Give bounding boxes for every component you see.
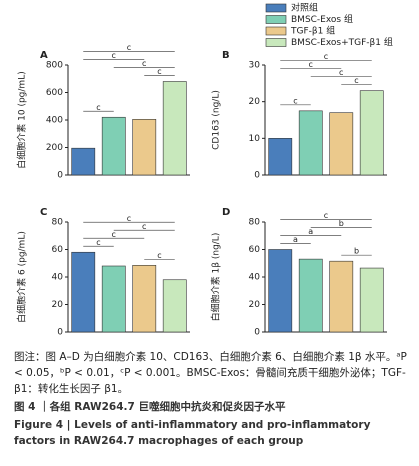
y-tick-label: 0 — [57, 328, 63, 338]
y-tick-label: 0 — [57, 171, 63, 181]
bar — [71, 147, 96, 176]
y-tick-label: 40 — [249, 273, 261, 283]
bar — [298, 110, 323, 176]
bar — [298, 258, 323, 333]
significance-label: c — [324, 52, 328, 61]
legend-swatch — [265, 26, 287, 36]
legend-swatch — [265, 3, 287, 13]
caption-note: 图注：图 A–D 为白细胞介素 10、CD163、白细胞介素 6、白细胞介素 1… — [14, 351, 407, 395]
significance-label: c — [142, 59, 146, 68]
bar — [132, 265, 157, 333]
significance-label: c — [112, 51, 116, 60]
bar — [268, 138, 293, 176]
y-tick-label: 10 — [249, 134, 261, 144]
legend-swatch — [265, 38, 287, 47]
bar — [162, 279, 187, 333]
legend-label: 对照组 — [291, 2, 318, 14]
panel-label: A — [40, 50, 48, 61]
significance-label: c — [157, 67, 161, 76]
legend-label: TGF-β1 组 — [290, 25, 335, 37]
bar — [359, 267, 384, 333]
bar — [329, 260, 354, 333]
significance-label: c — [354, 76, 358, 85]
bar — [71, 251, 96, 333]
significance-label: c — [142, 222, 146, 231]
significance-label: c — [293, 96, 297, 105]
bar — [268, 249, 293, 333]
significance-label: a — [308, 227, 313, 236]
y-axis-label: CD163 (ng/L) — [212, 90, 222, 150]
significance-label: c — [96, 103, 100, 112]
bar — [359, 90, 384, 176]
y-tick-label: 0 — [254, 171, 260, 181]
legend-label: BMSC-Exos+TGF-β1 组 — [291, 36, 393, 48]
y-axis-label: 白细胞介素 1β (ng/L) — [210, 233, 222, 322]
bar — [101, 116, 126, 176]
y-tick-label: 20 — [52, 300, 64, 310]
significance-label: c — [339, 68, 343, 77]
bar — [329, 112, 354, 176]
y-tick-label: 800 — [46, 61, 63, 71]
significance-label: c — [112, 230, 116, 239]
y-tick-label: 200 — [46, 143, 63, 153]
legend-label: BMSC-Exos 组 — [291, 13, 353, 25]
y-tick-label: 20 — [249, 300, 261, 310]
caption-title: 图 4 ｜各组 RAW264.7 巨噬细胞中抗炎和促炎因子水平 — [14, 401, 286, 413]
caption-title-en: Figure 4 | Levels of anti-inflammatory a… — [14, 419, 371, 447]
y-tick-label: 60 — [249, 245, 261, 255]
significance-label: c — [157, 251, 161, 260]
significance-label: c — [324, 211, 328, 220]
y-axis-label: 白细胞介素 6 (pg/mL) — [16, 231, 28, 323]
y-tick-label: 30 — [249, 61, 261, 71]
y-axis-label: 白细胞介素 10 (pg/mL) — [16, 71, 28, 168]
bar — [162, 81, 187, 176]
y-tick-label: 40 — [52, 273, 64, 283]
y-tick-label: 80 — [52, 218, 64, 228]
y-tick-label: 60 — [52, 245, 64, 255]
y-tick-label: 600 — [46, 88, 63, 98]
y-tick-label: 20 — [249, 97, 261, 107]
legend-swatch — [265, 15, 287, 24]
panel-label: B — [222, 50, 230, 61]
significance-label: c — [127, 214, 131, 223]
panel-label: C — [40, 207, 47, 218]
significance-label: c — [309, 60, 313, 69]
y-tick-label: 400 — [46, 116, 63, 126]
bar — [101, 265, 126, 333]
bar — [132, 119, 157, 176]
significance-label: a — [293, 235, 298, 244]
significance-label: b — [339, 219, 344, 228]
significance-label: b — [354, 247, 359, 256]
panel-label: D — [222, 207, 230, 218]
significance-label: c — [127, 43, 131, 52]
significance-label: c — [96, 238, 100, 247]
y-tick-label: 0 — [254, 328, 260, 338]
y-tick-label: 80 — [249, 218, 261, 228]
